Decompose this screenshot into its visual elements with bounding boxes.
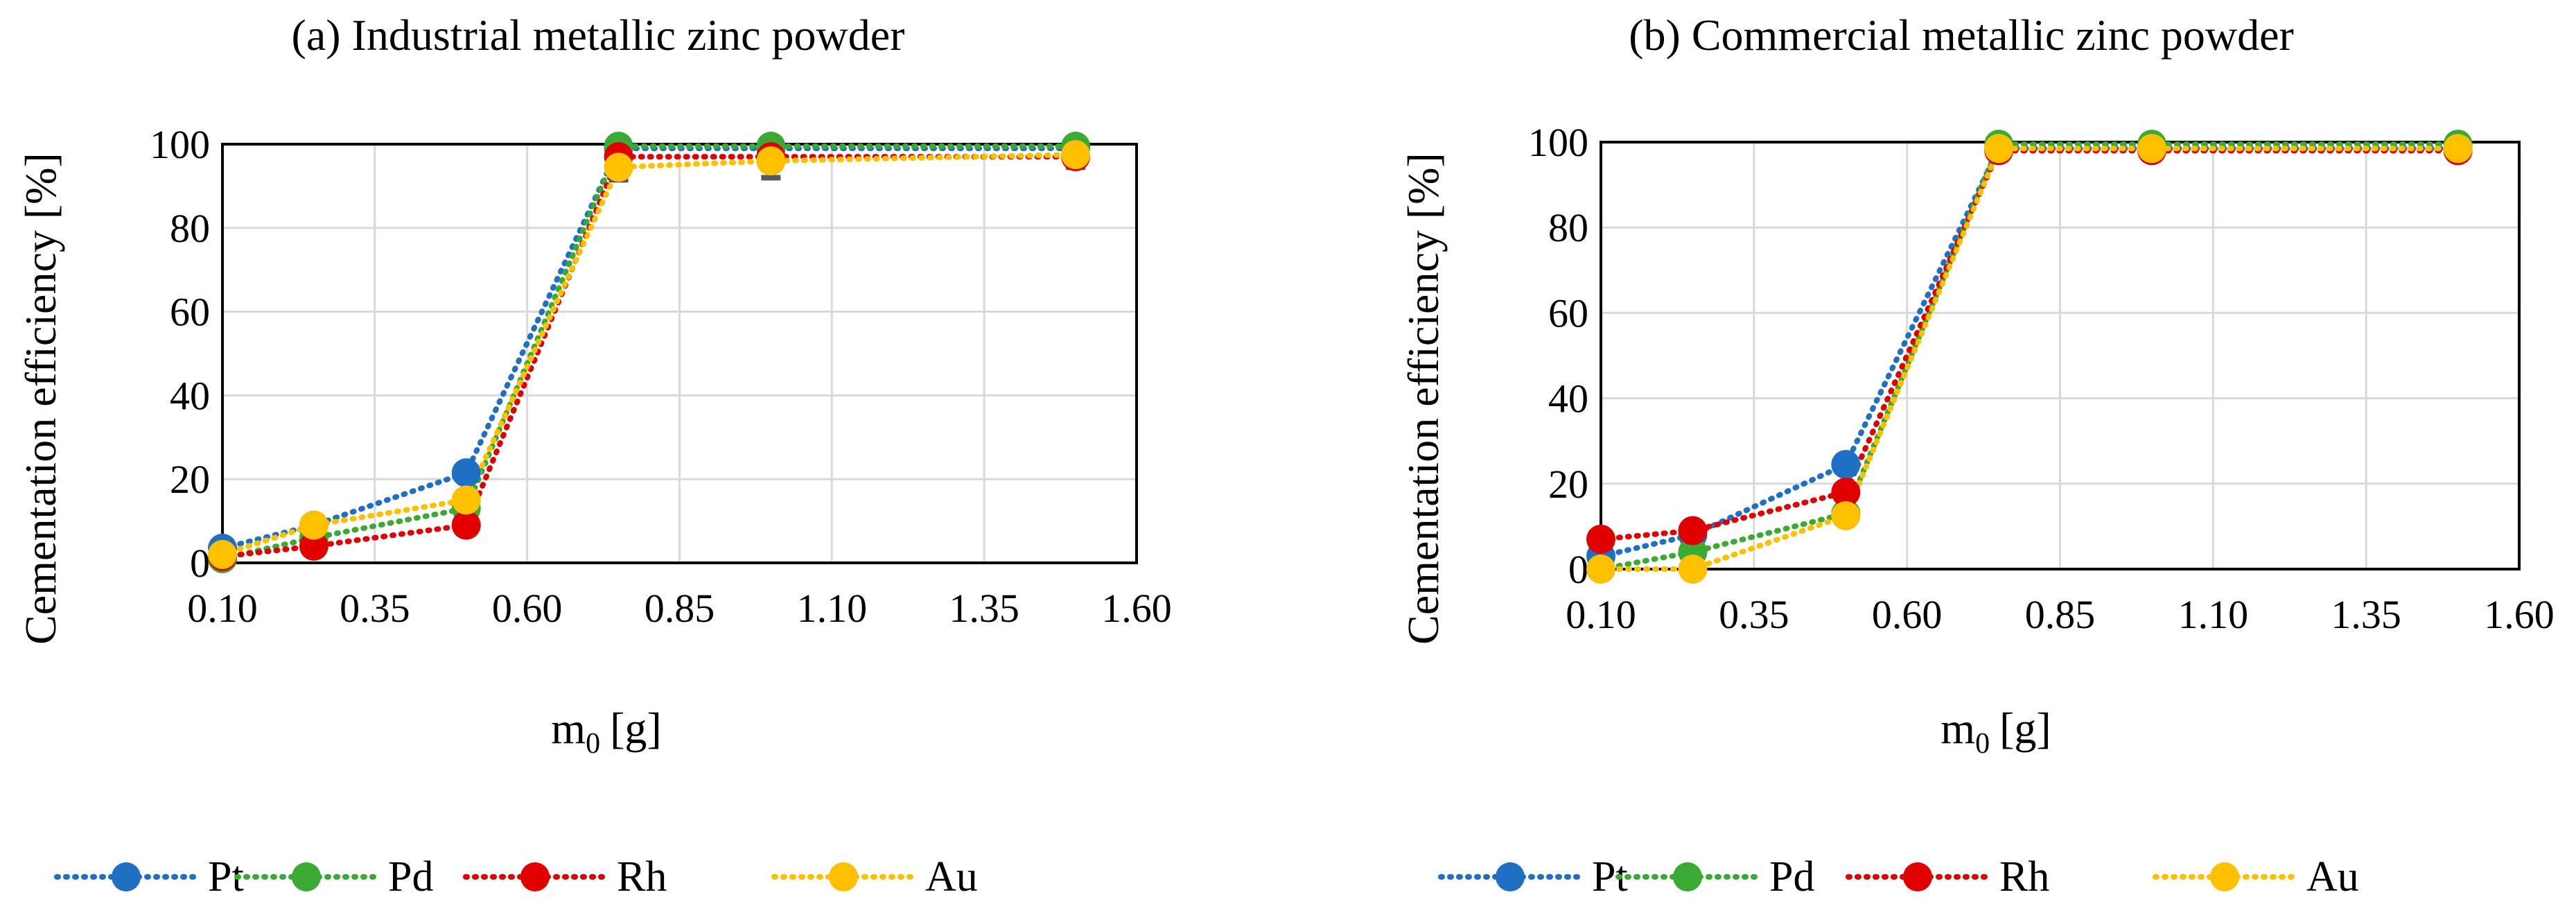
y-tick-label: 60	[170, 290, 210, 335]
x-axis-label-unit-b: [g]	[1999, 704, 2051, 753]
x-tick-label: 1.60	[2484, 592, 2555, 637]
chart-title-a: (a) Industrial metallic zinc powder	[292, 10, 905, 60]
x-tick-label: 0.85	[645, 586, 715, 631]
legend-item-au: Au	[771, 853, 978, 900]
data-point-au	[299, 510, 328, 540]
data-point-au	[2443, 134, 2473, 164]
y-tick-label: 80	[1548, 205, 1588, 250]
x-tick-label: 1.60	[1101, 586, 1172, 631]
data-point-rh	[299, 531, 328, 561]
data-point-pt	[451, 458, 481, 488]
legend-marker	[829, 862, 858, 891]
chart-panel-a: (a) Industrial metallic zinc powder Ceme…	[16, 10, 1172, 900]
x-tick-label: 0.60	[1872, 592, 1943, 637]
series-line-au	[1598, 146, 2461, 572]
series-line-pt	[220, 146, 1079, 551]
data-point-au	[2137, 134, 2166, 164]
series-line-rh	[220, 154, 1079, 559]
data-point-au	[1061, 140, 1091, 170]
data-point-au	[1831, 501, 1861, 530]
y-tick-label: 40	[170, 373, 210, 418]
x-tick-label: 1.10	[797, 586, 868, 631]
data-point-rh	[1831, 478, 1861, 507]
data-point-rh	[1678, 516, 1708, 546]
data-point-pt	[1831, 450, 1861, 480]
legend-item-pd: Pd	[234, 853, 433, 900]
legend-marker	[1496, 862, 1525, 891]
x-tick-label: 1.10	[2178, 592, 2249, 637]
y-axis-label-b: Cementation efficiency [%]	[1399, 152, 1448, 645]
x-tick-label: 0.60	[492, 586, 563, 631]
y-tick-label: 40	[1548, 376, 1588, 421]
x-tick-label: 0.10	[1566, 592, 1636, 637]
legend-marker	[1903, 862, 1932, 891]
plot-area-b: 0.10 0.35 0.60 0.85 1.10 1.35 1.60 0 20 40 60 80 100	[1528, 120, 2555, 637]
data-point-au	[756, 146, 786, 176]
x-tick-label: 0.35	[1719, 592, 1789, 637]
series-line-pd	[1598, 141, 2461, 572]
x-tick-label: 1.35	[2331, 592, 2401, 637]
x-axis-label-sub-b: 0	[1975, 728, 1990, 760]
plot-area-a: 0.10 0.35 0.60 0.85 1.10 1.35 1.60 0 20 40 60 80 100	[150, 122, 1172, 631]
series-line-pt	[1598, 146, 2461, 559]
series-line-rh	[1598, 148, 2461, 542]
legend-label: Au	[925, 853, 978, 900]
legend-marker	[1673, 862, 1702, 891]
x-axis-label-main-a: m	[551, 704, 586, 753]
legend-label: Pd	[1769, 853, 1814, 900]
x-axis-label-sub-a: 0	[586, 728, 600, 760]
legend-marker	[520, 862, 550, 891]
y-tick-label: 100	[1528, 120, 1588, 165]
x-tick-label: 0.10	[187, 586, 258, 631]
y-axis-label-a: Cementation efficiency [%]	[16, 152, 65, 645]
data-point-au	[1586, 555, 1615, 584]
legend-item-rh: Rh	[463, 853, 667, 900]
legend-item-pd: Pd	[1615, 853, 1814, 900]
data-point-au	[208, 539, 237, 569]
data-point-au	[1678, 555, 1708, 584]
y-tick-label: 20	[1548, 462, 1588, 507]
x-tick-label: 0.35	[340, 586, 410, 631]
data-point-au	[451, 485, 481, 515]
data-point-rh	[451, 510, 481, 540]
x-axis-label-unit-a: [g]	[610, 704, 662, 753]
y-tick-label: 0	[1568, 547, 1588, 592]
y-tick-label: 80	[170, 206, 210, 251]
x-tick-label: 0.85	[2025, 592, 2096, 637]
y-tick-label: 60	[1548, 290, 1588, 336]
legend-label: Pd	[388, 853, 433, 900]
y-tick-label: 20	[170, 457, 210, 502]
y-tick-label: 100	[150, 122, 210, 167]
chart-panel-b: (b) Commercial metallic zinc powder Ceme…	[1399, 10, 2555, 900]
legend-item-rh: Rh	[1846, 853, 2049, 900]
legend-marker	[2210, 862, 2239, 891]
legend-marker	[112, 862, 141, 891]
legend-b: Pt Pd Rh Au	[1438, 853, 2359, 900]
y-tick-label: 0	[190, 541, 210, 586]
legend-item-pt: Pt	[54, 853, 244, 900]
data-point-rh	[1586, 524, 1615, 554]
legend-item-au: Au	[2153, 853, 2359, 900]
x-axis-label-b: m0 [g]	[1940, 704, 2051, 760]
data-point-au	[604, 152, 633, 182]
legend-label: Rh	[617, 853, 667, 900]
x-axis-label-main-b: m	[1940, 704, 1975, 753]
svg-text:m0[g]: m0 [g]	[551, 704, 661, 760]
svg-text:m0[g]: m0 [g]	[1940, 704, 2051, 760]
data-point-au	[1984, 134, 2014, 164]
legend-label: Rh	[1999, 853, 2049, 900]
chart-title-b: (b) Commercial metallic zinc powder	[1629, 10, 2294, 60]
legend-label: Au	[2306, 853, 2359, 900]
legend-item-pt: Pt	[1438, 853, 1628, 900]
series-line-pd	[220, 143, 1079, 561]
legend-marker	[292, 862, 321, 891]
series-line-au	[220, 152, 1079, 557]
legend-a: Pt Pd Rh Au	[54, 853, 978, 900]
x-tick-label: 1.35	[949, 586, 1019, 631]
x-axis-label-a: m0 [g]	[551, 704, 661, 760]
